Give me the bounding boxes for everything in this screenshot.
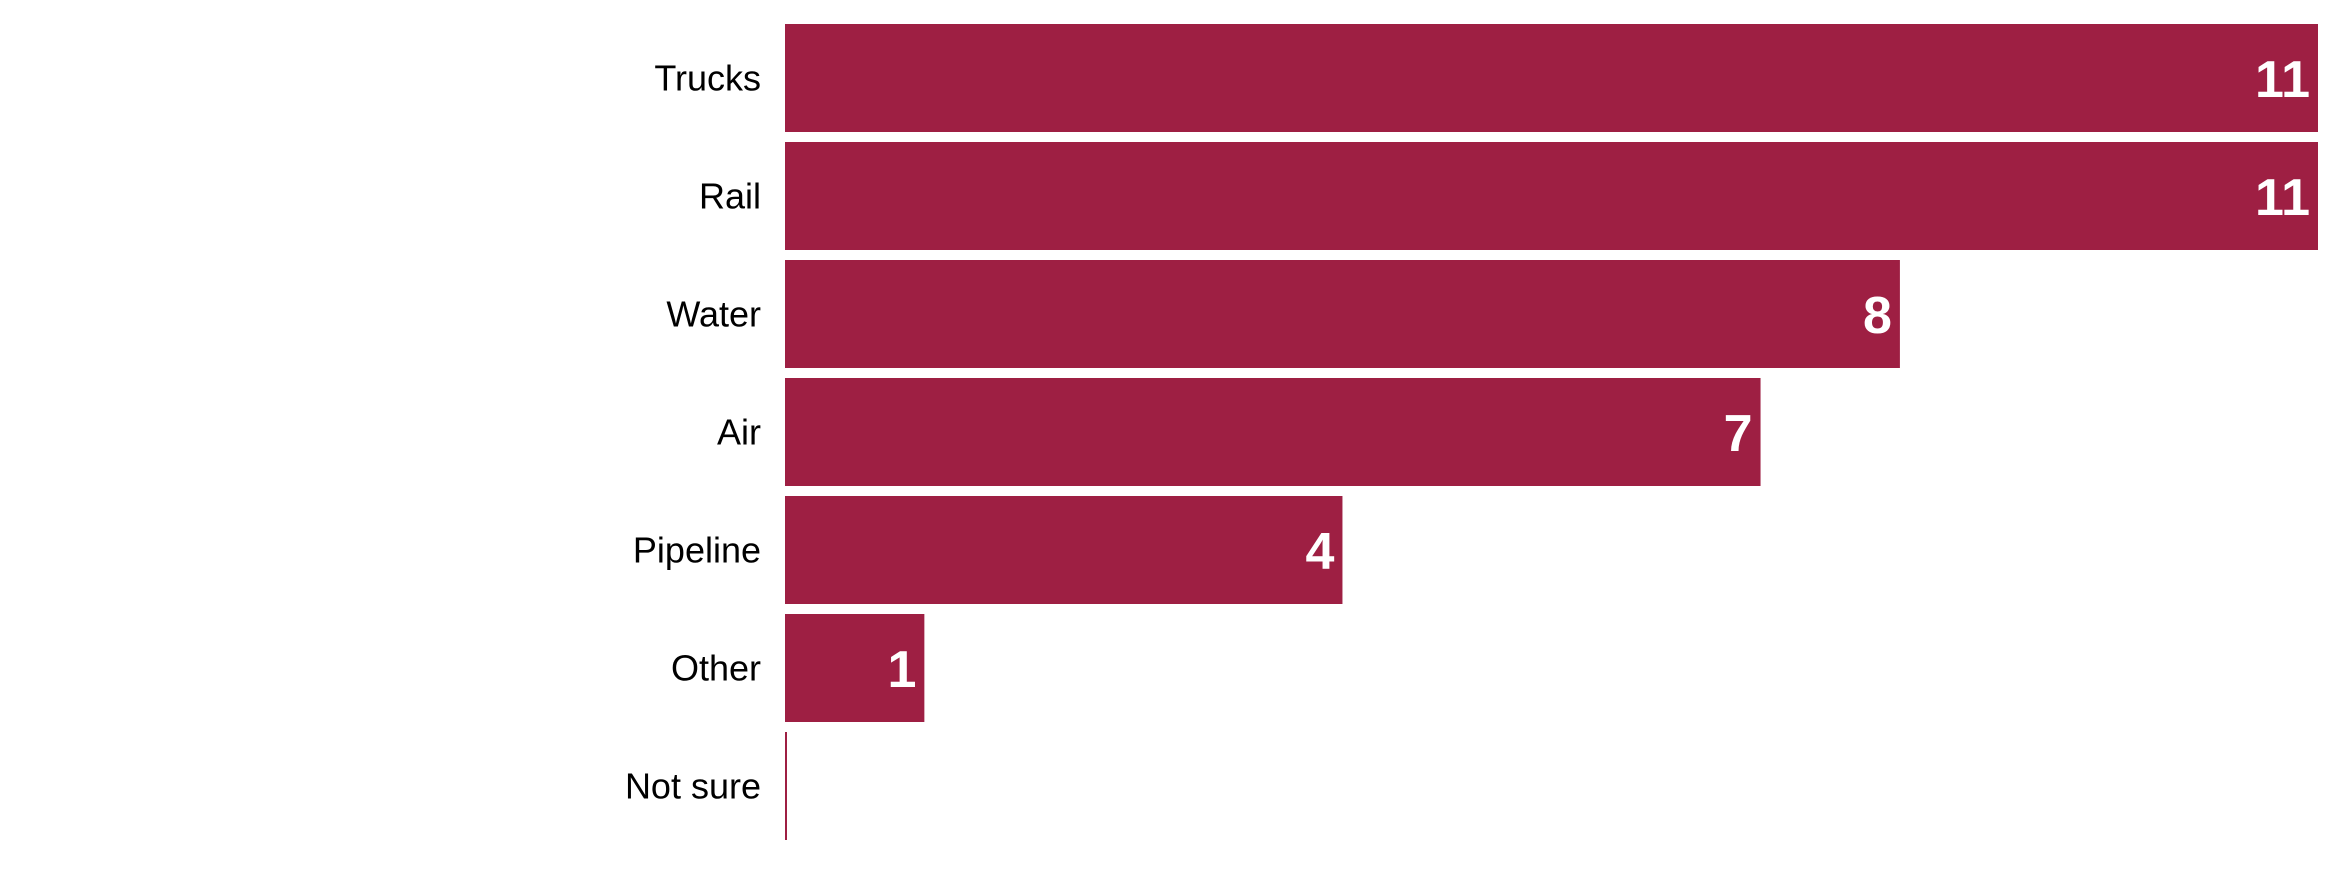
- bars-group: [785, 24, 2318, 840]
- category-label-air: Air: [717, 412, 761, 453]
- bar-rail: [785, 142, 2318, 250]
- category-label-rail: Rail: [699, 176, 761, 217]
- category-label-trucks: Trucks: [654, 58, 761, 99]
- value-label-other: 1: [887, 641, 916, 699]
- category-label-other: Other: [671, 648, 761, 689]
- value-labels: 11 11 8 7 4 1: [887, 51, 2310, 699]
- category-labels: Trucks Rail Water Air Pipeline Other Not sure: [625, 58, 761, 807]
- value-label-rail: 11: [2255, 169, 2310, 227]
- bar-not-sure: [785, 732, 787, 840]
- category-label-not-sure: Not sure: [625, 766, 761, 807]
- bar-water: [785, 260, 1900, 368]
- value-label-pipeline: 4: [1306, 523, 1335, 581]
- category-label-pipeline: Pipeline: [633, 530, 761, 571]
- bar-pipeline: [785, 496, 1343, 604]
- bar-other: [785, 614, 925, 722]
- value-label-trucks: 11: [2255, 51, 2310, 109]
- bar-air: [785, 378, 1761, 486]
- value-label-water: 8: [1863, 287, 1892, 345]
- value-label-air: 7: [1724, 405, 1753, 463]
- category-label-water: Water: [666, 294, 761, 335]
- bar-trucks: [785, 24, 2318, 132]
